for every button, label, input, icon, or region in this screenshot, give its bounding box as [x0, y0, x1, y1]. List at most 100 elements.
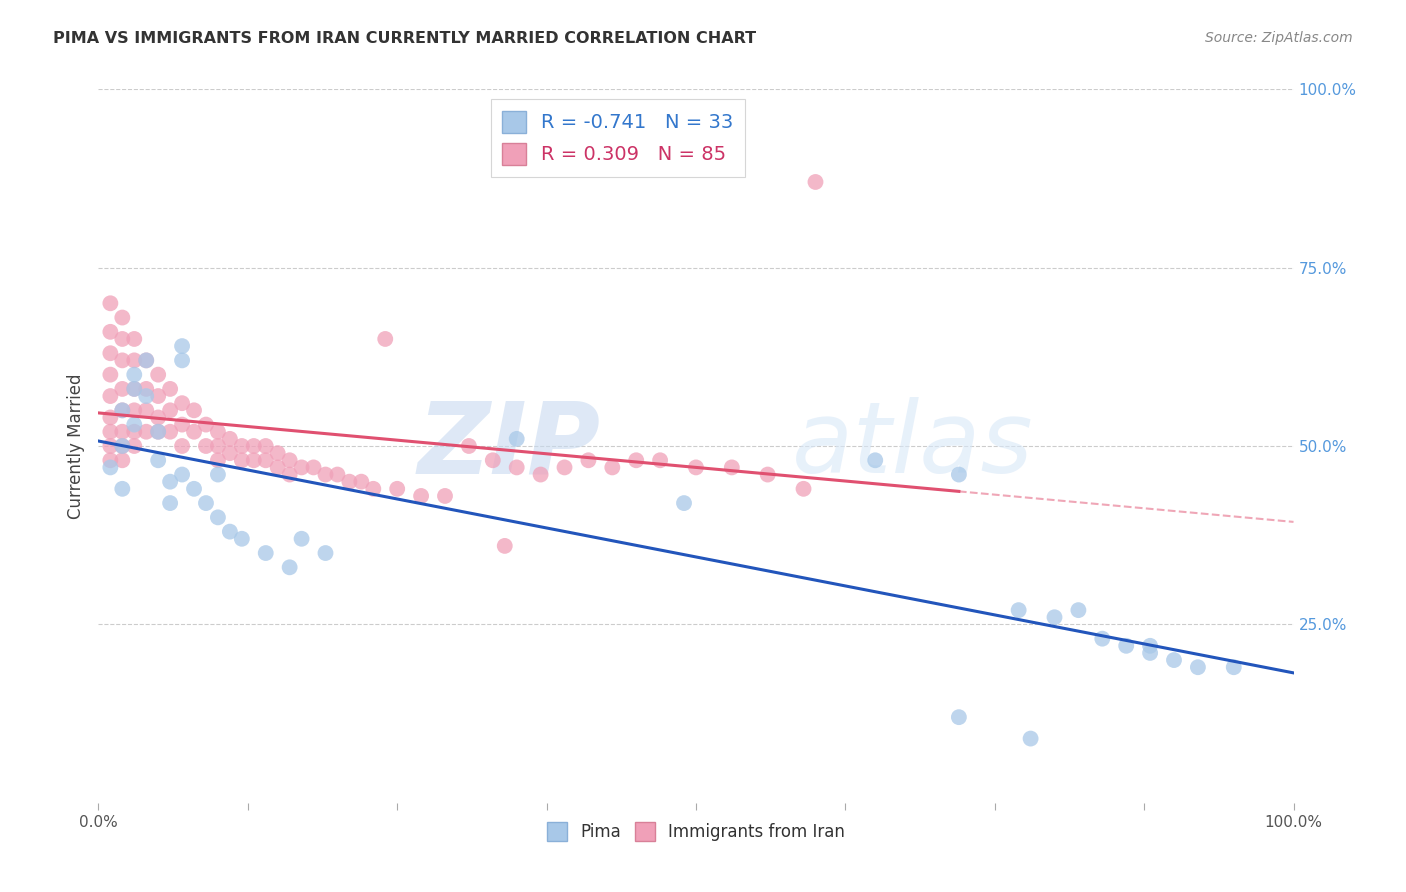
Point: [135, 382, 157, 396]
Point: [172, 339, 194, 353]
Point: [98, 368, 122, 382]
Point: [124, 425, 146, 439]
Point: [207, 510, 229, 524]
Point: [554, 460, 576, 475]
Point: [135, 403, 157, 417]
Point: [124, 417, 146, 432]
Point: [159, 425, 181, 439]
Point: [602, 460, 624, 475]
Point: [183, 482, 205, 496]
Point: [267, 446, 290, 460]
Point: [111, 332, 134, 346]
Point: [183, 403, 205, 417]
Point: [111, 382, 134, 396]
Point: [207, 467, 229, 482]
Point: [172, 439, 194, 453]
Point: [111, 482, 134, 496]
Point: [350, 475, 373, 489]
Point: [172, 396, 194, 410]
Point: [172, 417, 194, 432]
Point: [207, 425, 229, 439]
Point: [111, 403, 134, 417]
Point: [124, 382, 146, 396]
Point: [339, 475, 361, 489]
Point: [315, 546, 337, 560]
Point: [124, 332, 146, 346]
Point: [111, 439, 134, 453]
Point: [159, 475, 181, 489]
Point: [148, 410, 170, 425]
Point: [111, 353, 134, 368]
Point: [1043, 610, 1066, 624]
Point: [195, 417, 218, 432]
Point: [135, 353, 157, 368]
Point: [481, 453, 505, 467]
Point: [219, 446, 242, 460]
Point: [124, 403, 146, 417]
Point: [756, 467, 779, 482]
Y-axis label: Currently Married: Currently Married: [66, 373, 84, 519]
Point: [124, 382, 146, 396]
Point: [111, 425, 134, 439]
Point: [135, 353, 157, 368]
Point: [195, 439, 218, 453]
Point: [172, 353, 194, 368]
Point: [98, 296, 122, 310]
Point: [98, 410, 122, 425]
Point: [385, 482, 409, 496]
Point: [231, 532, 253, 546]
Point: [219, 524, 242, 539]
Point: [148, 389, 170, 403]
Point: [434, 489, 457, 503]
Text: ZIP: ZIP: [418, 398, 600, 494]
Point: [254, 546, 277, 560]
Point: [721, 460, 744, 475]
Point: [530, 467, 553, 482]
Point: [148, 425, 170, 439]
Point: [458, 439, 481, 453]
Point: [685, 460, 707, 475]
Point: [243, 439, 266, 453]
Point: [254, 453, 277, 467]
Point: [243, 453, 266, 467]
Point: [148, 368, 170, 382]
Point: [98, 389, 122, 403]
Text: atlas: atlas: [792, 398, 1033, 494]
Legend: Pima, Immigrants from Iran: Pima, Immigrants from Iran: [540, 815, 852, 848]
Point: [135, 425, 157, 439]
Point: [159, 496, 181, 510]
Point: [148, 425, 170, 439]
Point: [183, 425, 205, 439]
Point: [494, 539, 516, 553]
Point: [135, 389, 157, 403]
Point: [1115, 639, 1137, 653]
Point: [804, 175, 827, 189]
Point: [159, 382, 181, 396]
Point: [363, 482, 385, 496]
Text: PIMA VS IMMIGRANTS FROM IRAN CURRENTLY MARRIED CORRELATION CHART: PIMA VS IMMIGRANTS FROM IRAN CURRENTLY M…: [53, 31, 756, 46]
Point: [278, 453, 301, 467]
Point: [291, 532, 314, 546]
Point: [948, 467, 970, 482]
Point: [374, 332, 396, 346]
Point: [1139, 646, 1161, 660]
Point: [278, 560, 301, 574]
Point: [326, 467, 349, 482]
Point: [626, 453, 648, 467]
Point: [1223, 660, 1246, 674]
Point: [124, 368, 146, 382]
Point: [98, 453, 122, 467]
Point: [267, 460, 290, 475]
Point: [98, 325, 122, 339]
Point: [411, 489, 433, 503]
Point: [506, 460, 529, 475]
Point: [98, 425, 122, 439]
Point: [578, 453, 600, 467]
Point: [1019, 731, 1042, 746]
Point: [1091, 632, 1114, 646]
Point: [1008, 603, 1031, 617]
Point: [231, 453, 253, 467]
Point: [219, 432, 242, 446]
Point: [254, 439, 277, 453]
Point: [865, 453, 887, 467]
